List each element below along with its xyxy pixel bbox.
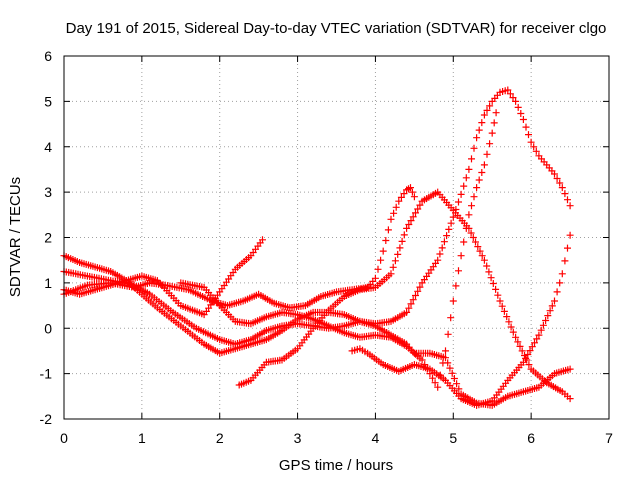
- y-tick-label: 0: [44, 320, 52, 336]
- series-track-2: [60, 86, 574, 348]
- x-axis-label: GPS time / hours: [279, 457, 393, 474]
- x-tick-label: 4: [372, 430, 380, 446]
- plus-markers: [348, 231, 574, 409]
- axis-ticks: 0 1 2 3 4 5 6 7 -2 -1 0 1 2 3 4 5 6: [40, 48, 614, 446]
- plus-markers: [177, 109, 500, 391]
- series-track-5: [177, 109, 500, 391]
- y-axis-label: SDTVAR / TECUs: [7, 177, 24, 297]
- y-tick-label: 3: [44, 184, 52, 200]
- y-tick-label: 1: [44, 275, 52, 291]
- y-tick-label: 2: [44, 230, 52, 246]
- y-tick-label: 6: [44, 48, 52, 64]
- chart-title: Day 191 of 2015, Sidereal Day-to-day VTE…: [66, 20, 607, 37]
- series-track-7: [348, 231, 574, 409]
- x-tick-label: 2: [216, 430, 224, 446]
- plus-markers: [60, 86, 574, 348]
- x-tick-label: 7: [605, 430, 613, 446]
- y-tick-label: 5: [44, 93, 52, 109]
- x-tick-label: 5: [449, 430, 457, 446]
- x-tick-label: 1: [138, 430, 146, 446]
- y-tick-label: 4: [44, 139, 52, 155]
- y-tick-label: -2: [40, 411, 53, 427]
- data-points: [60, 86, 574, 409]
- x-tick-label: 0: [60, 430, 68, 446]
- x-tick-label: 3: [294, 430, 302, 446]
- x-tick-label: 6: [527, 430, 535, 446]
- plus-markers: [235, 188, 574, 403]
- y-tick-label: -1: [40, 366, 53, 382]
- series-track-6: [235, 188, 574, 403]
